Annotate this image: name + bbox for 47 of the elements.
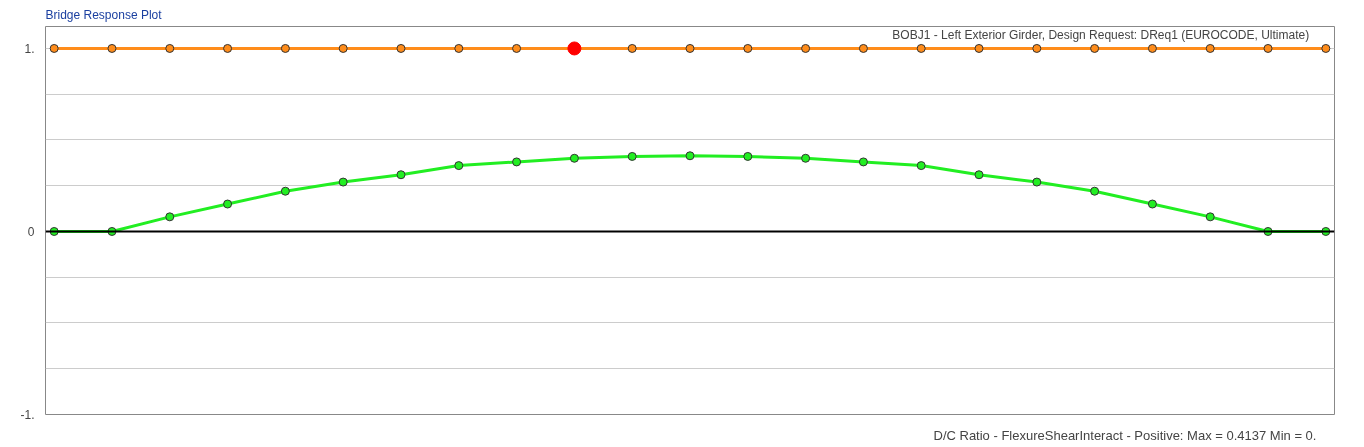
- point: [801, 153, 811, 163]
- point: [1090, 43, 1100, 53]
- point: [916, 161, 926, 171]
- point: [974, 170, 984, 180]
- y-tick-label: 1.: [24, 41, 35, 56]
- point: [512, 43, 522, 53]
- point: [49, 43, 59, 53]
- point: [743, 43, 753, 53]
- point: [801, 43, 811, 53]
- point: [223, 199, 233, 209]
- point: [627, 151, 637, 161]
- point: [974, 43, 984, 53]
- point: [454, 43, 464, 53]
- point: [454, 161, 464, 171]
- point: [569, 153, 579, 163]
- chart-title: Bridge Response Plot: [45, 7, 163, 22]
- point: [1147, 43, 1157, 53]
- point: [512, 157, 522, 167]
- point: [743, 151, 753, 161]
- point: [1032, 177, 1042, 187]
- point: [396, 43, 406, 53]
- y-tick-label: -1.: [20, 408, 35, 422]
- point: [223, 43, 233, 53]
- y-tick-label: 0: [27, 224, 35, 239]
- point: [280, 186, 290, 196]
- point: [165, 212, 175, 222]
- text: D/C Ratio - FlexureShearInteract - Positive: Max = 0.4137 Min = 0.: [933, 427, 1317, 443]
- point: [1090, 186, 1100, 196]
- point: [338, 43, 348, 53]
- point: [396, 170, 406, 180]
- point: [165, 43, 175, 53]
- point: [1205, 43, 1215, 53]
- annotation: BOBJ1 - Left Exterior Girder, Design Request: DReq1 (EUROCODE, Ultimate): [892, 27, 1310, 42]
- point: [858, 157, 868, 167]
- point: [916, 43, 926, 53]
- point: [627, 43, 637, 53]
- point: [338, 177, 348, 187]
- point: [1263, 43, 1273, 53]
- point: [1321, 43, 1331, 53]
- point: [1205, 212, 1215, 222]
- point: [1032, 43, 1042, 53]
- point: [280, 43, 290, 53]
- point: [1147, 199, 1157, 209]
- point: [858, 43, 868, 53]
- point: [685, 151, 695, 161]
- point: [107, 43, 117, 53]
- point: [685, 43, 695, 53]
